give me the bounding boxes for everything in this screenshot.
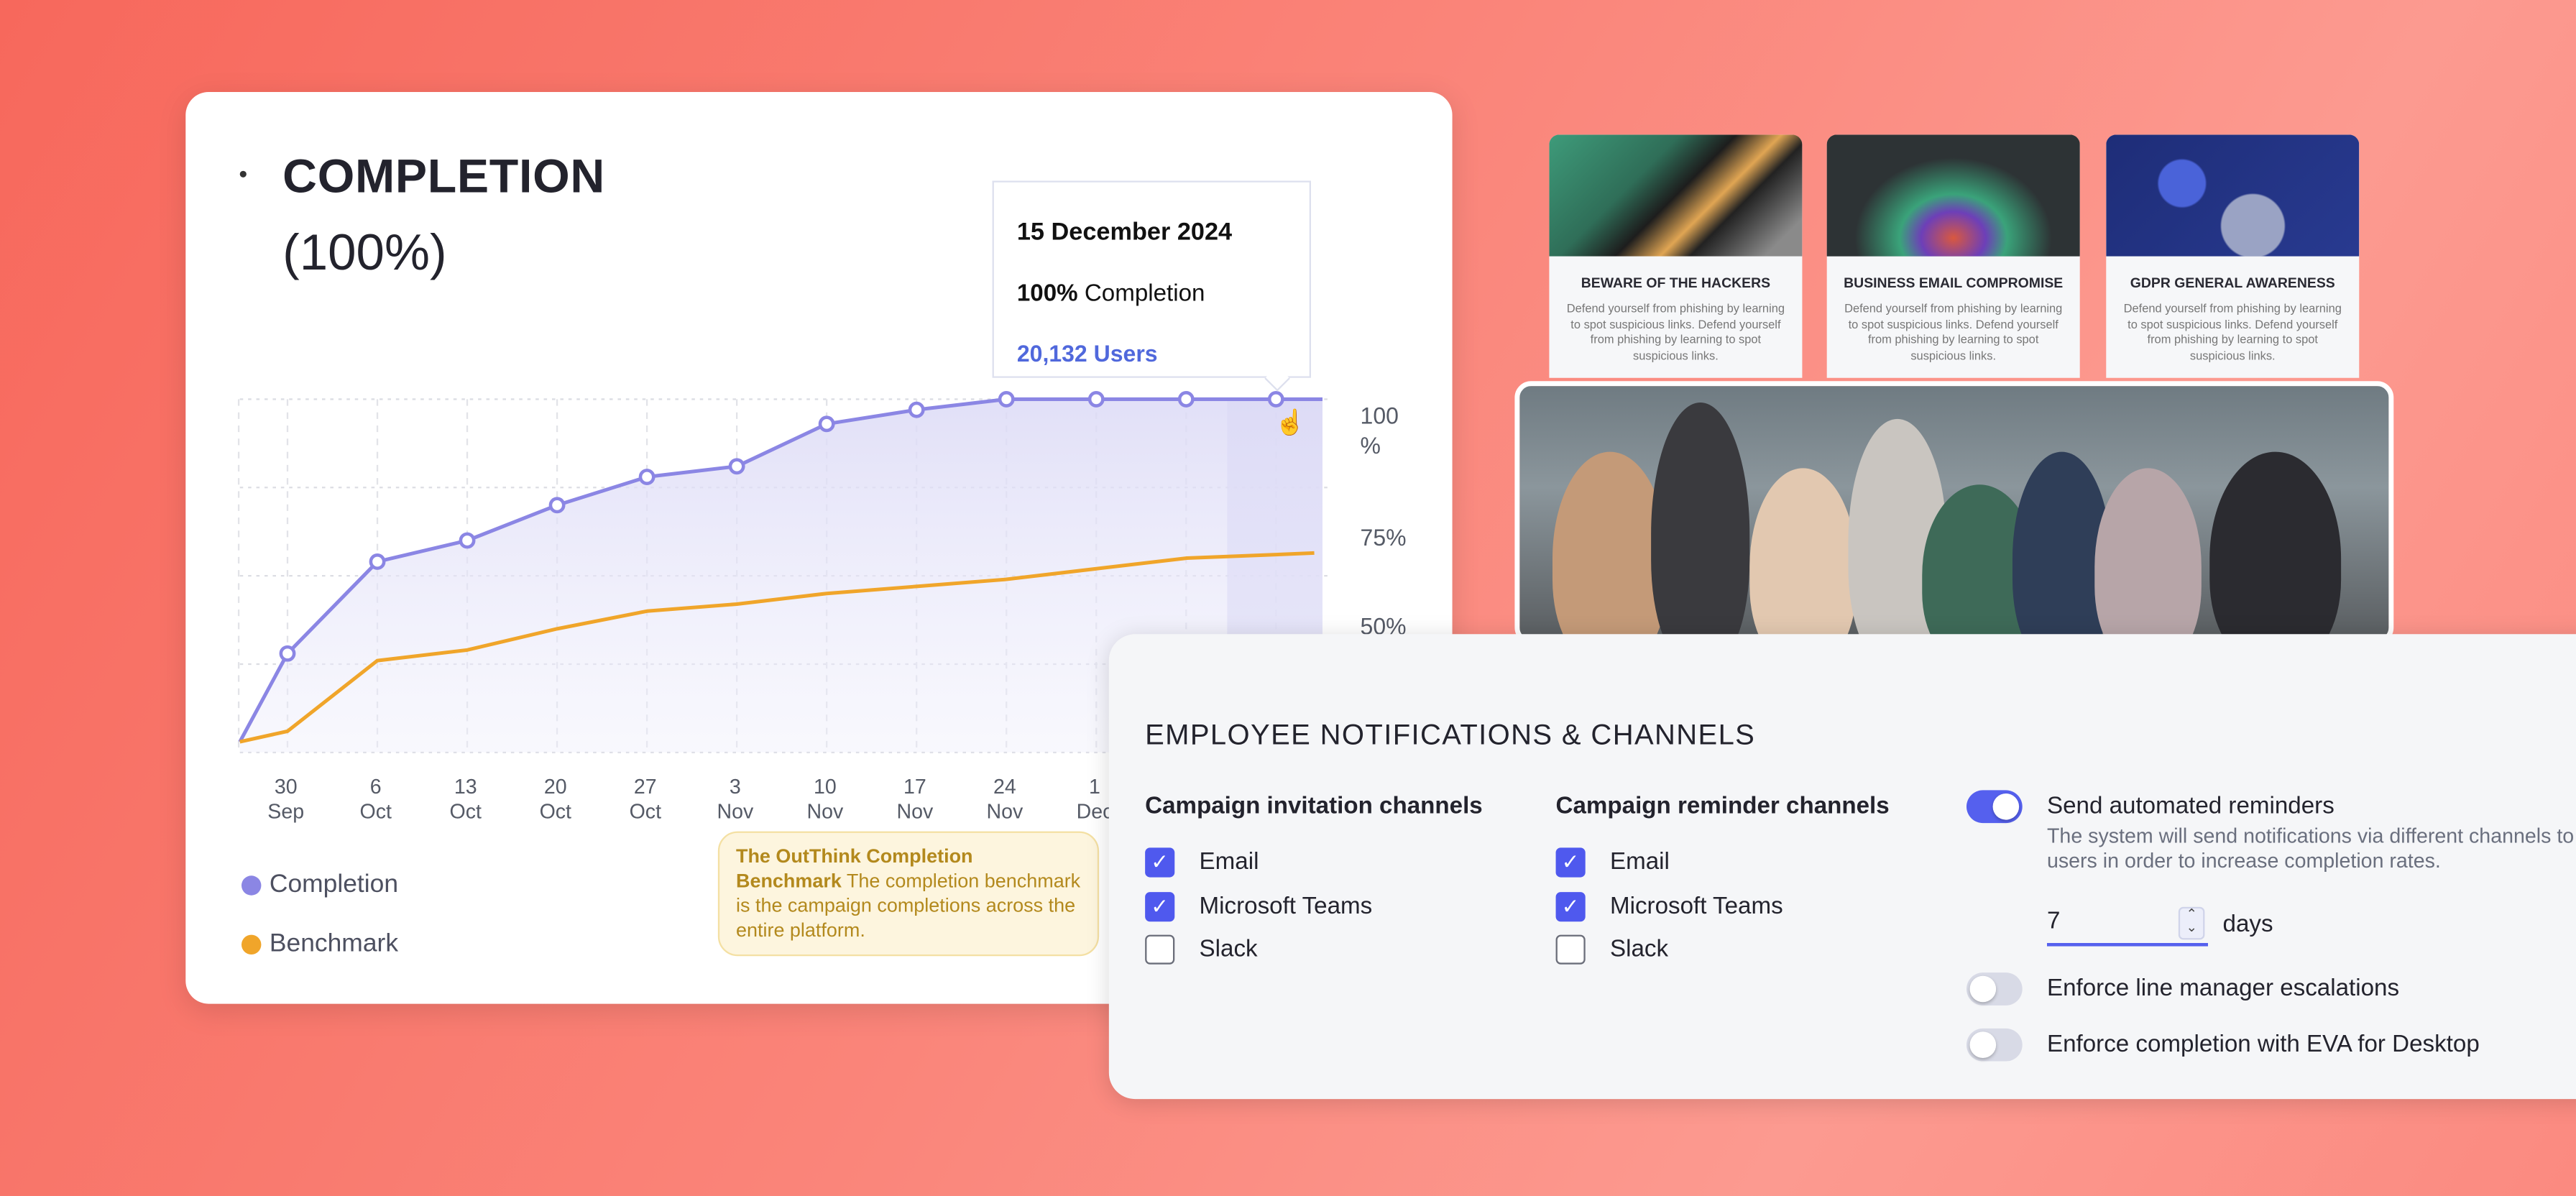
- card-subtitle: (100%): [282, 223, 447, 281]
- team-photo: [1514, 381, 2394, 644]
- x-tick-day: 6: [370, 776, 382, 799]
- bullet-icon: [239, 170, 247, 178]
- reminder-slack-label: Slack: [1609, 936, 1669, 963]
- legend-benchmark[interactable]: Benchmark: [269, 929, 399, 958]
- reminder-teams-label: Microsoft Teams: [1609, 893, 1783, 920]
- invitation-channels-heading: Campaign invitation channels: [1145, 793, 1483, 820]
- course-image-hacker: [1549, 134, 1803, 257]
- eva-toggle[interactable]: [1966, 1028, 2023, 1062]
- x-tick-month: Oct: [450, 800, 482, 823]
- completion-point: [1087, 390, 1105, 408]
- course-desc: Defend yourself from phishing by learnin…: [1566, 300, 1785, 363]
- reminder-channels-heading: Campaign reminder channels: [1555, 793, 1890, 820]
- legend-completion[interactable]: Completion: [269, 870, 399, 899]
- course-card[interactable]: BUSINESS EMAIL COMPROMISE Defend yoursel…: [1826, 134, 2080, 378]
- completion-point: [998, 390, 1015, 408]
- invite-slack-checkbox[interactable]: [1145, 934, 1175, 965]
- benchmark-note-text: The completion benchmark is the campaign…: [735, 869, 1081, 942]
- completion-point: [279, 645, 296, 662]
- completion-point: [369, 553, 386, 570]
- auto-reminders-desc: The system will send notifications via d…: [2046, 824, 2575, 873]
- course-title: BEWARE OF THE HACKERS: [1581, 274, 1771, 291]
- completion-point: [638, 469, 656, 485]
- tooltip-percent: 100%: [1016, 280, 1078, 308]
- benchmark-line: [239, 551, 1315, 744]
- x-tick-day: 13: [454, 776, 477, 799]
- auto-reminders-toggle[interactable]: [1966, 790, 2023, 824]
- invite-teams-checkbox[interactable]: ✓: [1145, 892, 1175, 922]
- panel-title: EMPLOYEE NOTIFICATIONS & CHANNELS: [1145, 717, 1756, 751]
- tooltip-date: 15 December 2024: [1016, 218, 1233, 247]
- course-title: BUSINESS EMAIL COMPROMISE: [1844, 274, 2064, 291]
- invite-slack-label: Slack: [1199, 936, 1258, 963]
- y-tick-label: 75%: [1361, 525, 1407, 551]
- x-tick-day: 1: [1089, 776, 1100, 799]
- x-tick-day: 27: [634, 776, 657, 799]
- benchmark-note-title: The OutThink Completion Benchmark: [735, 844, 973, 893]
- x-tick-month: Dec: [1077, 800, 1113, 823]
- completion-point: [908, 401, 925, 418]
- invite-teams-label: Microsoft Teams: [1199, 893, 1373, 920]
- completion-point: [1267, 390, 1284, 408]
- invite-email-checkbox[interactable]: ✓: [1145, 847, 1175, 878]
- completion-line: [238, 397, 1322, 743]
- completion-point: [459, 532, 476, 549]
- completion-point: [818, 415, 835, 433]
- course-image-emails: [1826, 134, 2080, 257]
- x-tick-month: Nov: [806, 800, 844, 823]
- tooltip-percent-label: Completion: [1084, 280, 1205, 308]
- days-value: 7: [2046, 908, 2061, 935]
- benchmark-note: The OutThink Completion Benchmark The co…: [717, 831, 1100, 957]
- course-desc: Defend yourself from phishing by learnin…: [2123, 300, 2342, 363]
- x-tick-month: Oct: [540, 800, 571, 823]
- x-tick-month: Nov: [897, 800, 934, 823]
- x-tick-day: 3: [730, 776, 741, 799]
- course-desc: Defend yourself from phishing by learnin…: [1844, 300, 2063, 363]
- completion-area: [239, 399, 1322, 753]
- x-tick-month: Sep: [267, 800, 304, 823]
- x-tick-month: Nov: [717, 800, 754, 823]
- x-tick-day: 20: [544, 776, 567, 799]
- hand-cursor-icon: ☝: [1274, 409, 1306, 437]
- course-image-gdpr: [2106, 134, 2360, 257]
- x-tick-day: 30: [275, 776, 298, 799]
- x-tick-month: Oct: [360, 800, 392, 823]
- card-title: COMPLETION: [282, 151, 605, 204]
- reminder-email-label: Email: [1609, 849, 1670, 876]
- legend-benchmark-dot: [241, 934, 262, 954]
- x-tick-day: 10: [814, 776, 837, 799]
- days-unit: days: [2222, 911, 2273, 939]
- x-tick-month: Nov: [987, 800, 1024, 823]
- chart-tooltip: 15 December 2024 100% Completion 20,132 …: [992, 180, 1311, 378]
- y-tick-label: %: [1361, 433, 1381, 459]
- completion-point: [728, 458, 745, 475]
- eva-label: Enforce completion with EVA for Desktop: [2046, 1031, 2480, 1058]
- reminder-email-checkbox[interactable]: ✓: [1555, 847, 1586, 878]
- auto-reminders-label: Send automated reminders: [2046, 793, 2334, 820]
- reminder-slack-checkbox[interactable]: [1555, 934, 1586, 965]
- invite-email-label: Email: [1199, 849, 1259, 876]
- x-tick-month: Oct: [630, 800, 661, 823]
- tooltip-users: 20,132 Users: [1016, 340, 1158, 367]
- escalations-label: Enforce line manager escalations: [2046, 975, 2400, 1003]
- reminder-teams-checkbox[interactable]: ✓: [1555, 892, 1586, 922]
- x-tick-day: 17: [903, 776, 926, 799]
- days-input[interactable]: 7 ⌃ ⌄: [2046, 906, 2208, 947]
- completion-point: [548, 497, 566, 514]
- escalations-toggle[interactable]: [1966, 972, 2023, 1006]
- course-card[interactable]: BEWARE OF THE HACKERS Defend yourself fr…: [1549, 134, 1803, 378]
- y-tick-label: 100: [1361, 403, 1399, 429]
- days-stepper-icon[interactable]: ⌃ ⌄: [2178, 906, 2205, 940]
- legend-completion-dot: [241, 875, 262, 896]
- completion-point: [1177, 390, 1195, 408]
- notifications-panel: [1108, 634, 2576, 1100]
- tooltip-completion: 100% Completion: [1017, 281, 1205, 308]
- course-title: GDPR GENERAL AWARENESS: [2130, 274, 2335, 291]
- course-card[interactable]: GDPR GENERAL AWARENESS Defend yourself f…: [2106, 134, 2360, 378]
- x-tick-day: 24: [993, 776, 1016, 799]
